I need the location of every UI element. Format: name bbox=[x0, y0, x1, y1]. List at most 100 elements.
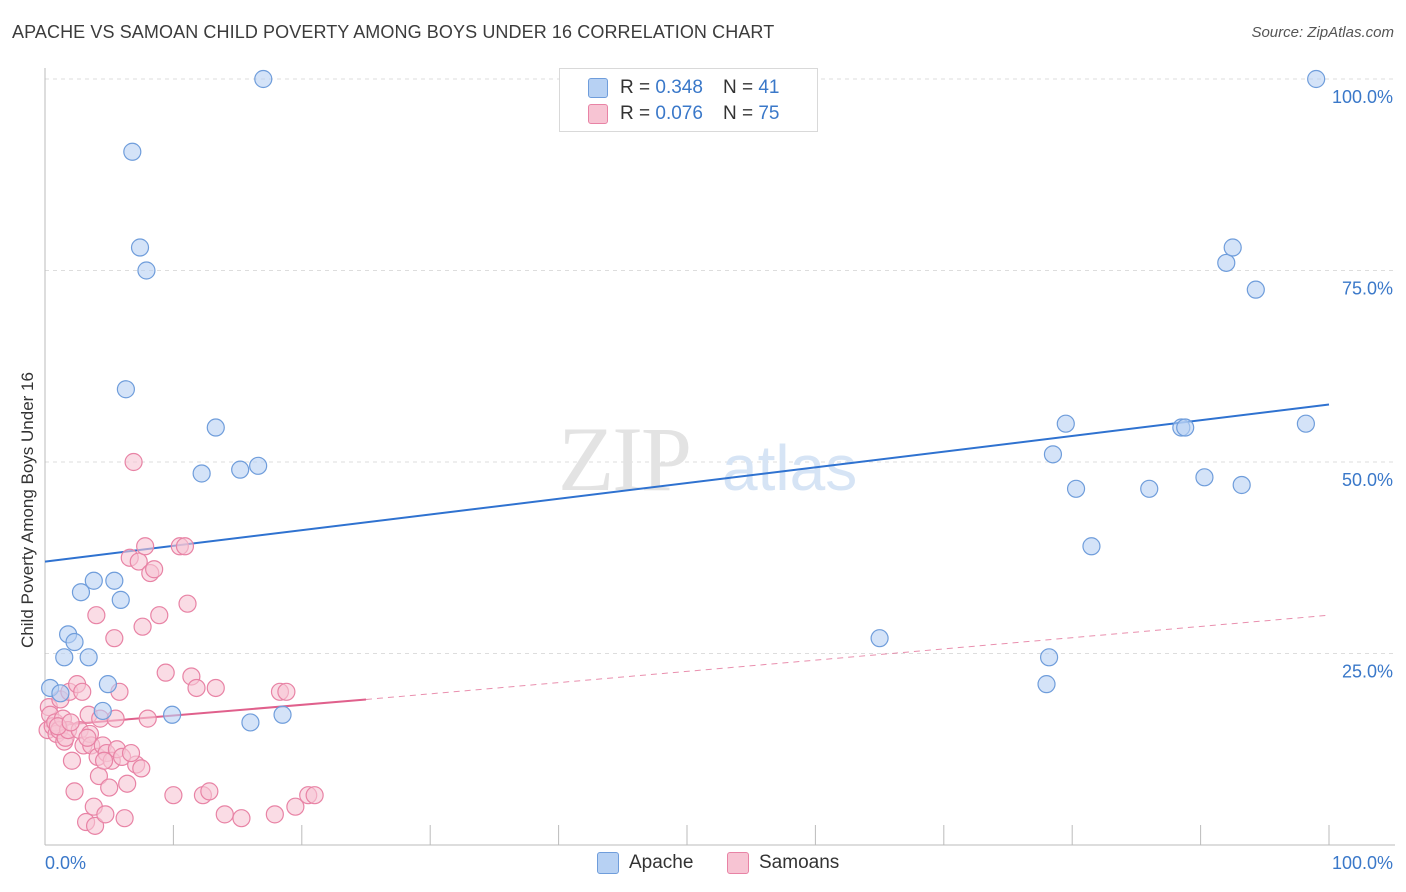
point-apache bbox=[116, 380, 135, 399]
point-samoans bbox=[206, 678, 225, 698]
legend-swatch-apache bbox=[588, 78, 608, 98]
watermark: ZIP atlas bbox=[558, 408, 857, 510]
point-samoans bbox=[178, 594, 197, 613]
point-samoans bbox=[100, 778, 119, 797]
point-samoans bbox=[121, 743, 141, 763]
point-samoans bbox=[305, 786, 324, 805]
point-samoans bbox=[215, 805, 234, 824]
x-tick-label-max: 100.0% bbox=[1332, 853, 1393, 873]
legend-n-value-apache: 41 bbox=[758, 77, 780, 98]
y-axis-label: Child Poverty Among Boys Under 16 bbox=[18, 372, 37, 648]
y-axis-label-wrap: Child Poverty Among Boys Under 16 bbox=[14, 250, 42, 770]
legend-item-samoans[interactable]: Samoans bbox=[727, 852, 839, 874]
point-apache bbox=[93, 701, 112, 721]
point-apache bbox=[1039, 648, 1059, 667]
tick-labels-layer: 25.0% 50.0% 75.0% 100.0% 0.0% 100.0% bbox=[45, 87, 1393, 873]
point-apache bbox=[254, 69, 273, 89]
point-apache bbox=[231, 460, 250, 479]
legend-r-value-samoans: 0.076 bbox=[655, 103, 703, 124]
point-apache bbox=[1223, 238, 1242, 257]
point-apache bbox=[1176, 418, 1195, 437]
point-apache bbox=[105, 571, 124, 590]
point-apache bbox=[1195, 468, 1214, 487]
point-apache bbox=[1246, 280, 1265, 299]
point-samoans bbox=[138, 709, 157, 728]
point-samoans bbox=[78, 728, 97, 747]
point-apache bbox=[65, 632, 84, 652]
point-samoans bbox=[150, 606, 169, 625]
point-apache bbox=[111, 590, 130, 609]
point-samoans bbox=[73, 682, 92, 701]
trend-line-extension-samoans bbox=[365, 614, 1330, 700]
y-tick-label: 25.0% bbox=[1342, 662, 1393, 682]
point-apache bbox=[84, 571, 103, 590]
legend-swatch-samoans bbox=[588, 104, 608, 124]
x-tick-label-min: 0.0% bbox=[45, 853, 86, 873]
chart-title: APACHE VS SAMOAN CHILD POVERTY AMONG BOY… bbox=[12, 22, 775, 42]
point-samoans bbox=[136, 537, 155, 556]
point-samoans bbox=[62, 751, 82, 770]
point-samoans bbox=[105, 629, 124, 648]
point-samoans bbox=[129, 552, 148, 571]
legend-r-label: R = bbox=[620, 77, 651, 98]
correlation-legend: R = 0.348 N = 41 R = 0.076 N = 75 bbox=[559, 68, 818, 132]
point-apache bbox=[1217, 253, 1236, 272]
point-samoans bbox=[118, 774, 137, 793]
legend-swatch-apache bbox=[597, 852, 619, 874]
point-samoans bbox=[65, 782, 84, 801]
point-apache bbox=[1082, 537, 1101, 556]
point-samoans bbox=[145, 560, 164, 579]
legend-label-apache: Apache bbox=[629, 852, 694, 873]
point-apache bbox=[1066, 479, 1086, 498]
point-apache bbox=[1056, 414, 1075, 433]
point-apache bbox=[130, 238, 150, 257]
point-samoans bbox=[124, 452, 143, 472]
point-apache bbox=[206, 418, 225, 437]
point-samoans bbox=[96, 805, 115, 824]
grid-layer bbox=[45, 78, 1395, 654]
point-apache bbox=[79, 648, 98, 667]
point-apache bbox=[870, 629, 889, 648]
point-apache bbox=[123, 142, 142, 161]
point-samoans bbox=[156, 663, 175, 682]
point-apache bbox=[192, 464, 211, 483]
legend-row-samoans: R = 0.076 N = 75 bbox=[588, 102, 779, 126]
point-apache bbox=[55, 648, 74, 667]
legend-item-apache[interactable]: Apache bbox=[597, 852, 693, 874]
point-apache bbox=[98, 675, 118, 694]
legend-n-label: N = bbox=[722, 77, 754, 98]
chart-source: Source: ZipAtlas.com bbox=[1251, 24, 1394, 41]
point-samoans bbox=[286, 797, 305, 816]
point-samoans bbox=[277, 682, 296, 701]
y-tick-label: 100.0% bbox=[1332, 87, 1393, 107]
series-legend: Apache Samoans bbox=[0, 852, 1406, 878]
point-apache bbox=[1043, 445, 1063, 464]
point-samoans bbox=[164, 786, 183, 805]
y-tick-label: 75.0% bbox=[1342, 279, 1393, 299]
legend-n-label: N = bbox=[722, 103, 754, 124]
point-samoans bbox=[132, 759, 151, 778]
point-samoans bbox=[232, 809, 251, 828]
points-layer bbox=[38, 69, 1326, 835]
legend-row-apache: R = 0.348 N = 41 bbox=[588, 76, 779, 100]
point-samoans bbox=[187, 678, 206, 698]
point-samoans bbox=[175, 537, 195, 556]
point-apache bbox=[137, 261, 156, 280]
point-apache bbox=[273, 705, 292, 724]
point-apache bbox=[1232, 475, 1251, 495]
point-samoans bbox=[115, 809, 134, 828]
point-apache bbox=[1296, 414, 1315, 433]
point-apache bbox=[241, 713, 260, 732]
watermark-atlas: atlas bbox=[722, 432, 857, 504]
point-apache bbox=[1140, 479, 1159, 498]
point-apache bbox=[51, 684, 70, 703]
point-samoans bbox=[94, 751, 114, 770]
point-samoans bbox=[265, 805, 284, 824]
point-apache bbox=[1037, 675, 1056, 694]
point-apache bbox=[163, 705, 182, 724]
point-samoans bbox=[133, 617, 152, 636]
trend-line-apache bbox=[44, 403, 1330, 563]
legend-swatch-samoans bbox=[727, 852, 749, 874]
point-apache bbox=[1307, 69, 1326, 89]
